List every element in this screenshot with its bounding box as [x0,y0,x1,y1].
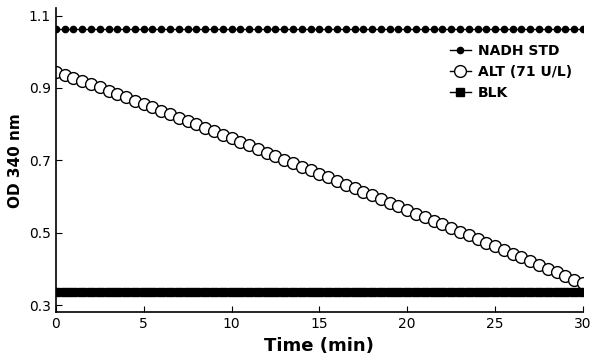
ALT (71 U/L) [509,252,516,256]
ALT (71 U/L) [237,140,244,144]
Legend: NADH STD, ALT (71 U/L), BLK: NADH STD, ALT (71 U/L), BLK [446,40,576,104]
NADH STD [158,27,165,31]
BLK [52,290,59,294]
NADH STD [52,27,59,31]
X-axis label: Time (min): Time (min) [265,337,374,355]
NADH STD [175,27,182,31]
BLK [175,290,182,294]
BLK [334,290,341,294]
Y-axis label: OD 340 nm: OD 340 nm [8,113,23,208]
BLK [509,290,516,294]
NADH STD [509,27,516,31]
Line: NADH STD: NADH STD [53,26,586,32]
BLK [237,290,244,294]
ALT (71 U/L) [334,179,341,183]
NADH STD [237,27,244,31]
ALT (71 U/L) [158,109,165,113]
ALT (71 U/L) [52,69,59,74]
BLK [158,290,165,294]
ALT (71 U/L) [368,193,376,197]
NADH STD [580,27,587,31]
Line: BLK: BLK [52,289,587,296]
ALT (71 U/L) [580,281,587,285]
NADH STD [334,27,341,31]
NADH STD [368,27,376,31]
Line: ALT (71 U/L): ALT (71 U/L) [50,66,589,289]
BLK [368,290,376,294]
ALT (71 U/L) [175,115,182,120]
BLK [580,290,587,294]
